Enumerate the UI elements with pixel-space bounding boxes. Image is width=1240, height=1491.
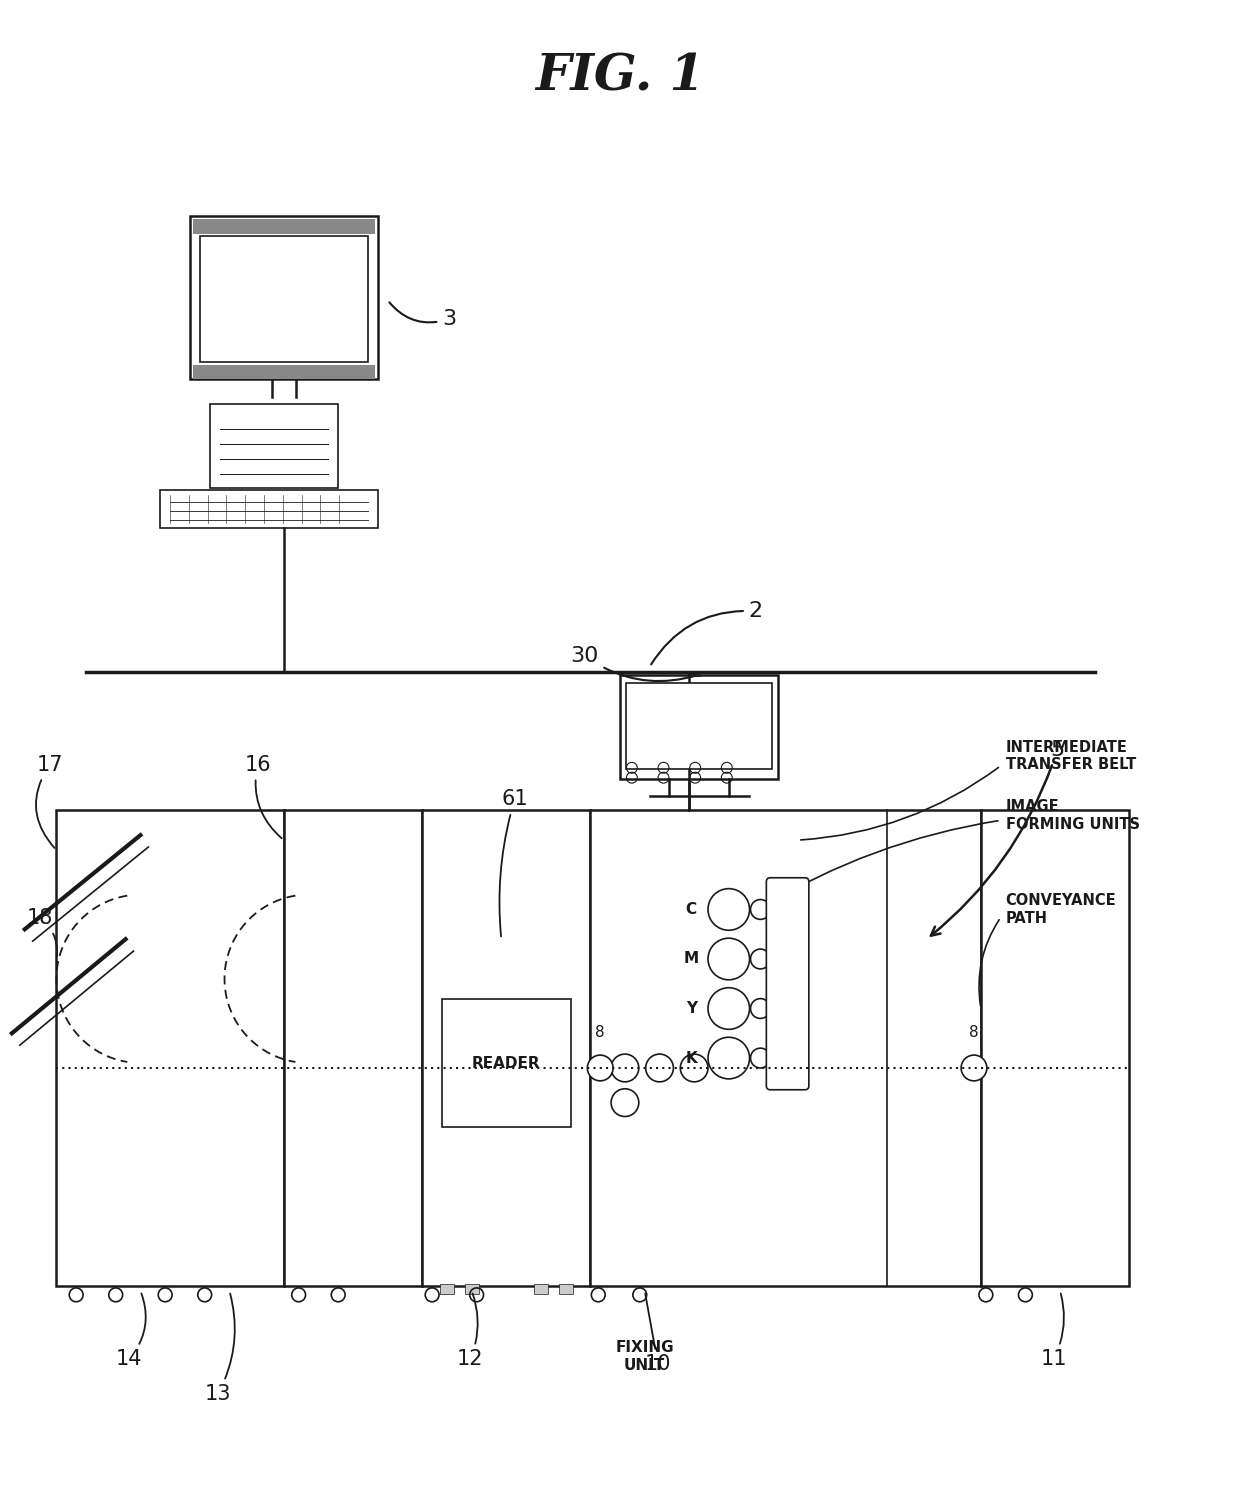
Text: 14: 14 <box>115 1294 146 1369</box>
Circle shape <box>681 1054 708 1082</box>
Circle shape <box>750 950 770 969</box>
Circle shape <box>961 1056 987 1081</box>
Bar <box>441 999 570 1127</box>
Circle shape <box>708 889 749 930</box>
Text: 11: 11 <box>1040 1294 1066 1369</box>
Bar <box>981 811 1130 1285</box>
Text: M: M <box>683 951 699 966</box>
Bar <box>210 404 339 489</box>
Bar <box>193 219 374 234</box>
Bar <box>160 491 378 528</box>
Text: 18: 18 <box>27 908 57 956</box>
Circle shape <box>611 1054 639 1082</box>
Text: 61: 61 <box>500 789 528 936</box>
Circle shape <box>708 1038 749 1079</box>
Bar <box>465 1284 479 1294</box>
Text: 12: 12 <box>456 1294 484 1369</box>
Text: CONVEYANCE
PATH: CONVEYANCE PATH <box>1006 893 1116 926</box>
Circle shape <box>708 938 749 980</box>
Circle shape <box>750 1048 770 1068</box>
Text: Y: Y <box>686 1000 697 1015</box>
Bar <box>559 1284 573 1294</box>
Circle shape <box>611 1088 639 1117</box>
Circle shape <box>750 999 770 1018</box>
Bar <box>56 811 284 1285</box>
Text: K: K <box>686 1051 697 1066</box>
Text: 5: 5 <box>931 740 1064 936</box>
Text: 16: 16 <box>244 754 281 838</box>
Text: 30: 30 <box>570 646 697 681</box>
Bar <box>626 683 773 769</box>
Text: FIXING
UNIT: FIXING UNIT <box>615 1340 675 1373</box>
Text: INTERMEDIATE
TRANSFER BELT: INTERMEDIATE TRANSFER BELT <box>1006 740 1136 772</box>
Text: 8: 8 <box>595 1026 605 1041</box>
Bar <box>423 811 590 1285</box>
Bar <box>284 811 423 1285</box>
Bar <box>534 1284 548 1294</box>
Text: IMAGE
FORMING UNITS: IMAGE FORMING UNITS <box>1006 799 1140 832</box>
Bar <box>193 365 374 379</box>
Text: 10: 10 <box>645 1294 671 1375</box>
Bar <box>590 811 981 1285</box>
Text: 17: 17 <box>36 754 63 848</box>
Text: 8: 8 <box>970 1026 978 1041</box>
Circle shape <box>646 1054 673 1082</box>
Text: C: C <box>686 902 697 917</box>
Bar <box>440 1284 454 1294</box>
Circle shape <box>588 1056 613 1081</box>
Bar <box>190 216 378 379</box>
Circle shape <box>708 987 749 1029</box>
Text: 13: 13 <box>205 1294 234 1405</box>
Text: FIG. 1: FIG. 1 <box>536 52 704 101</box>
Circle shape <box>750 899 770 920</box>
Bar <box>200 236 368 362</box>
Bar <box>620 674 779 778</box>
Text: 3: 3 <box>389 303 456 330</box>
Text: 2: 2 <box>651 601 763 665</box>
FancyBboxPatch shape <box>766 878 808 1090</box>
Text: READER: READER <box>472 1056 541 1071</box>
